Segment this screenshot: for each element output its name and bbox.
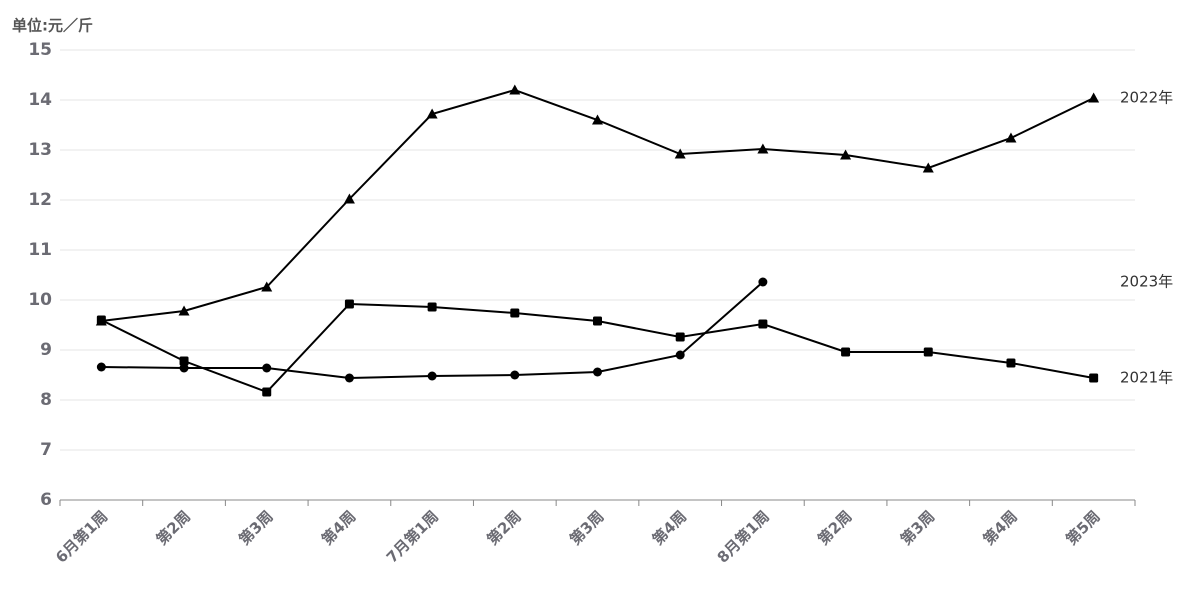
marker [840,149,852,160]
marker [178,305,190,316]
marker [344,373,354,383]
y-tick-label: 15 [28,40,52,60]
marker [344,299,354,309]
y-tick-label: 14 [28,90,52,110]
x-tick-label: 第2周 [153,507,194,548]
x-tick-label: 第4周 [318,507,359,548]
x-tick-label: 第5周 [1062,507,1103,548]
x-tick-label: 第4周 [649,507,690,548]
marker [758,319,768,329]
marker [96,315,106,325]
marker [922,162,934,173]
x-tick-label: 7月第1周 [383,507,442,566]
marker [509,84,521,95]
marker [343,193,355,204]
marker [427,302,437,312]
y-tick-label: 11 [28,240,52,260]
y-tick-label: 6 [40,490,52,510]
marker [675,332,685,342]
marker [841,347,851,357]
y-tick-label: 8 [40,390,52,410]
x-tick-label: 8月第1周 [714,507,773,566]
y-tick-label: 9 [40,340,52,360]
marker [179,356,189,366]
marker [510,308,520,318]
x-tick-label: 第3周 [897,507,938,548]
marker [593,367,602,377]
series-line [101,88,1095,322]
marker [1089,373,1099,383]
marker [261,281,273,292]
marker [923,347,933,357]
marker [427,371,437,381]
marker [262,387,272,397]
marker [179,363,189,373]
x-tick-label: 第2周 [814,507,855,548]
series-label: 2023年 [1120,273,1173,291]
unit-label: 单位:元／斤 [12,17,93,35]
marker [757,143,769,154]
marker [675,350,685,360]
marker [674,148,686,159]
marker [510,370,520,380]
marker [426,108,438,119]
y-tick-label: 13 [28,140,52,160]
marker [1005,132,1017,143]
marker [758,277,768,287]
x-tick-label: 第3周 [566,507,607,548]
series-label: 2021年 [1120,369,1173,387]
marker [593,316,602,326]
x-tick-label: 第3周 [235,507,276,548]
marker [1088,92,1100,103]
x-tick-label: 6月第1周 [52,507,111,566]
y-tick-label: 7 [40,440,52,460]
y-tick-label: 12 [28,190,52,210]
series-label: 2022年 [1120,89,1173,107]
marker [96,362,106,372]
y-tick-label: 10 [28,290,52,310]
marker [592,114,603,125]
x-tick-label: 第4周 [980,507,1021,548]
x-tick-label: 第2周 [483,507,524,548]
series-line [101,281,764,380]
marker [262,363,272,373]
marker [1006,358,1016,368]
